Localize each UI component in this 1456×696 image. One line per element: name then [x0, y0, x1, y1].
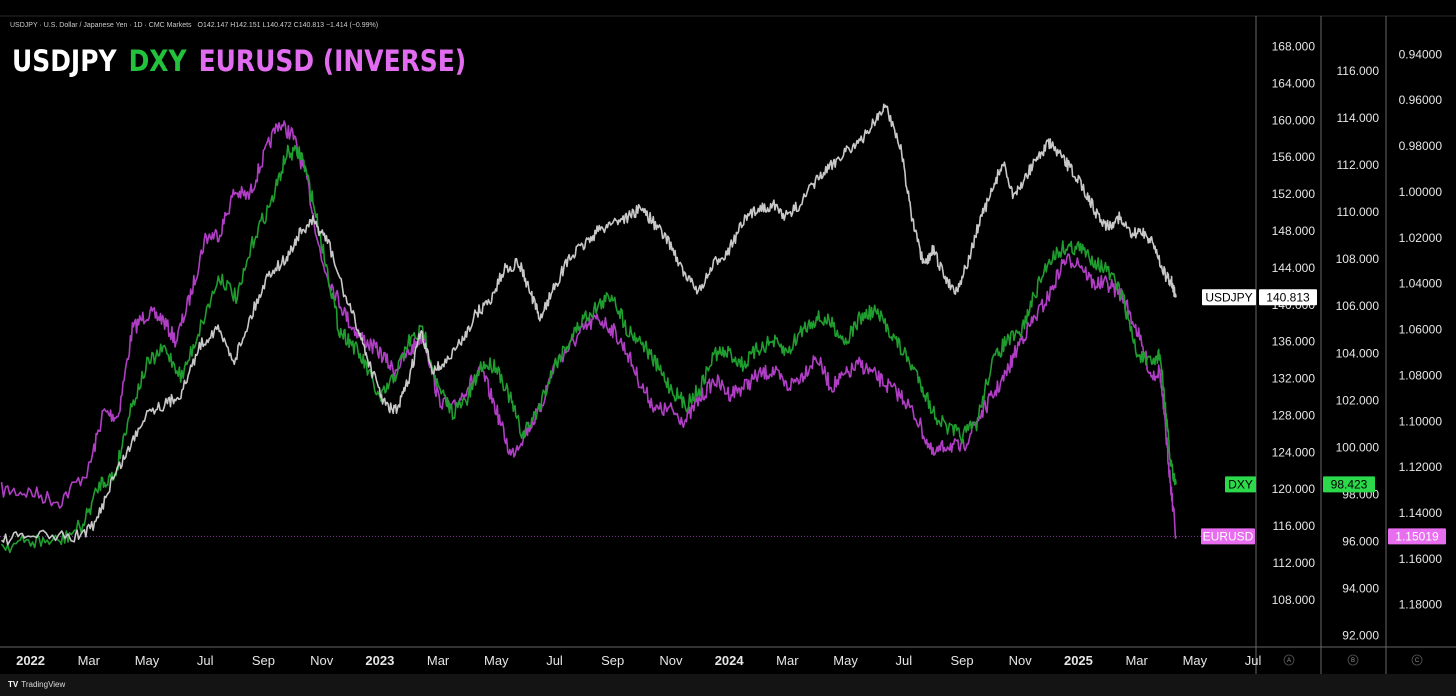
eurusd-axis-tick-label: 0.94000: [1399, 47, 1443, 61]
usdjpy-series-line: [0, 103, 1177, 546]
dxy-axis-tick-label: 106.000: [1336, 299, 1380, 313]
time-axis-tick-label: Jul: [546, 653, 563, 668]
eurusd-last-price-tag-text: 1.15019: [1395, 529, 1439, 543]
series-layer: [0, 103, 1256, 554]
scale-mode-letter: A: [1287, 658, 1291, 664]
usdjpy-axis-tick-label: 136.000: [1272, 335, 1316, 349]
eurusd-axis-tick-label: 0.98000: [1399, 139, 1443, 153]
time-axis-tick-label: Jul: [1245, 653, 1262, 668]
legend-dxy: DXY: [128, 44, 187, 78]
time-axis-tick-label: Sep: [252, 653, 275, 668]
brand-label: TradingView: [21, 680, 66, 689]
usdjpy-axis-tick-label: 116.000: [1273, 519, 1316, 533]
usdjpy-name-tag-text: USDJPY: [1205, 290, 1252, 304]
time-axis-tick-label: Mar: [427, 653, 450, 668]
symbol-description[interactable]: USDJPY · U.S. Dollar / Japanese Yen · 1D…: [10, 22, 192, 29]
usdjpy-axis-tick-label: 148.000: [1272, 224, 1316, 238]
time-axis-tick-label: 2022: [16, 653, 45, 668]
time-axis-tick-label: May: [484, 653, 509, 668]
price-tags: USDJPY 140.813 DXY 98.423 EURUSD 1.15019: [1201, 289, 1446, 545]
footer-bar: [0, 674, 1456, 696]
time-axis-tick-label: Mar: [1125, 653, 1148, 668]
usdjpy-axis-tick-label: 132.000: [1272, 372, 1316, 386]
dxy-axis-tick-label: 114.000: [1337, 111, 1380, 125]
eurusd-axis-tick-label: 1.10000: [1399, 414, 1443, 428]
time-axis[interactable]: 2022 Mar May Jul Sep Nov 2023 Mar May Jul Sep Nov 20…: [16, 653, 1261, 668]
legend-eurusd: EURUSD (INVERSE): [198, 44, 467, 78]
usdjpy-axis-tick-label: 160.000: [1272, 113, 1316, 127]
eurusd-axis-tick-label: 1.06000: [1399, 323, 1443, 337]
scale-mode-button[interactable]: [1347, 654, 1359, 666]
tradingview-brand[interactable]: TV TradingView: [8, 680, 65, 689]
dxy-axis-tick-label: 94.000: [1342, 581, 1379, 595]
usdjpy-axis-tick-label: 144.000: [1272, 261, 1316, 275]
dxy-axis-tick-label: 108.000: [1336, 252, 1380, 266]
legend-usdjpy: USDJPY: [12, 44, 117, 78]
time-axis-tick-label: May: [833, 653, 858, 668]
time-axis-tick-label: Nov: [1009, 653, 1033, 668]
time-axis-tick-label: 2024: [715, 653, 745, 668]
usdjpy-axis-tick-label: 108.000: [1272, 593, 1316, 607]
time-axis-tick-label: Sep: [601, 653, 624, 668]
time-axis-tick-label: Nov: [659, 653, 683, 668]
ohlc-values: O142.147 H142.151 L140.472 C140.813 −1.4…: [197, 22, 379, 29]
eurusd-name-tag-text: EURUSD: [1203, 529, 1254, 543]
eurusd-axis-tick-label: 0.96000: [1399, 93, 1443, 107]
usdjpy-last-price-tag-text: 140.813: [1266, 290, 1310, 304]
dxy-axis-tick-label: 116.000: [1337, 64, 1380, 78]
eurusd-axis-tick-label: 1.18000: [1399, 598, 1443, 612]
dxy-axis-tick-label: 100.000: [1336, 440, 1380, 454]
usdjpy-axis-tick-label: 168.000: [1272, 40, 1316, 54]
dxy-last-price-tag-text: 98.423: [1331, 477, 1368, 491]
dxy-axis-tick-label: 92.000: [1342, 628, 1379, 642]
dxy-axis-tick-label: 110.000: [1337, 205, 1380, 219]
symbol-info-bar: USDJPY · U.S. Dollar / Japanese Yen · 1D…: [10, 22, 378, 29]
usdjpy-axis-tick-label: 164.000: [1272, 76, 1316, 90]
time-axis-tick-label: May: [135, 653, 160, 668]
eurusd-axis-tick-label: 1.16000: [1399, 552, 1443, 566]
eurusd-last-price-tag-box: [1388, 528, 1446, 545]
dxy-name-tag-text: DXY: [1228, 477, 1253, 491]
usdjpy-name-tag-box: [1202, 289, 1256, 306]
eurusd-name-tag-box: [1201, 528, 1255, 545]
time-axis-tick-label: Mar: [776, 653, 799, 668]
eurusd-axis-tick-label: 1.08000: [1399, 368, 1443, 382]
time-axis-tick-label: May: [1183, 653, 1208, 668]
usdjpy-axis-tick-label: 152.000: [1272, 187, 1316, 201]
tradingview-logo-icon: TV: [8, 680, 19, 689]
eurusd-series-line: [0, 120, 1177, 539]
dxy-axis-tick-label: 102.000: [1336, 393, 1380, 407]
scale-mode-button[interactable]: [1411, 654, 1423, 666]
scale-mode-button[interactable]: [1283, 654, 1295, 666]
time-axis-tick-label: Mar: [78, 653, 101, 668]
usdjpy-last-price-tag-box: [1259, 289, 1317, 306]
usdjpy-axis-tick-label: 120.000: [1272, 482, 1316, 496]
eurusd-axis-tick-label: 1.12000: [1399, 460, 1443, 474]
time-axis-tick-label: Sep: [950, 653, 973, 668]
dxy-name-tag-box: [1225, 476, 1256, 493]
dxy-axis-tick-label: 104.000: [1336, 346, 1380, 360]
dxy-axis-tick-label: 96.000: [1342, 534, 1379, 548]
axis-layer: 168.000 164.000 160.000 156.000 152.000 148.0…: [1272, 40, 1443, 666]
time-axis-tick-label: 2025: [1064, 653, 1093, 668]
scale-mode-letter: C: [1415, 658, 1420, 664]
usdjpy-axis-tick-label: 112.000: [1273, 556, 1316, 570]
scale-mode-letter: B: [1351, 658, 1355, 664]
chart-title-legend: USDJPY DXY EURUSD (INVERSE): [12, 44, 478, 78]
usdjpy-axis-tick-label: 156.000: [1272, 150, 1316, 164]
dxy-series-line: [0, 144, 1177, 554]
eurusd-axis-tick-label: 1.00000: [1399, 185, 1443, 199]
eurusd-axis-tick-label: 1.02000: [1399, 231, 1443, 245]
time-axis-tick-label: Jul: [895, 653, 912, 668]
dxy-axis-tick-label: 112.000: [1337, 158, 1380, 172]
dxy-last-price-tag-box: [1323, 476, 1375, 493]
eurusd-axis-tick-label: 1.14000: [1399, 506, 1443, 520]
usdjpy-axis-tick-label: 124.000: [1272, 445, 1316, 459]
usdjpy-axis-tick-label: 128.000: [1272, 408, 1316, 422]
time-axis-tick-label: Jul: [197, 653, 214, 668]
time-axis-tick-label: 2023: [365, 653, 394, 668]
time-axis-tick-label: Nov: [310, 653, 334, 668]
eurusd-axis-tick-label: 1.04000: [1399, 277, 1443, 291]
